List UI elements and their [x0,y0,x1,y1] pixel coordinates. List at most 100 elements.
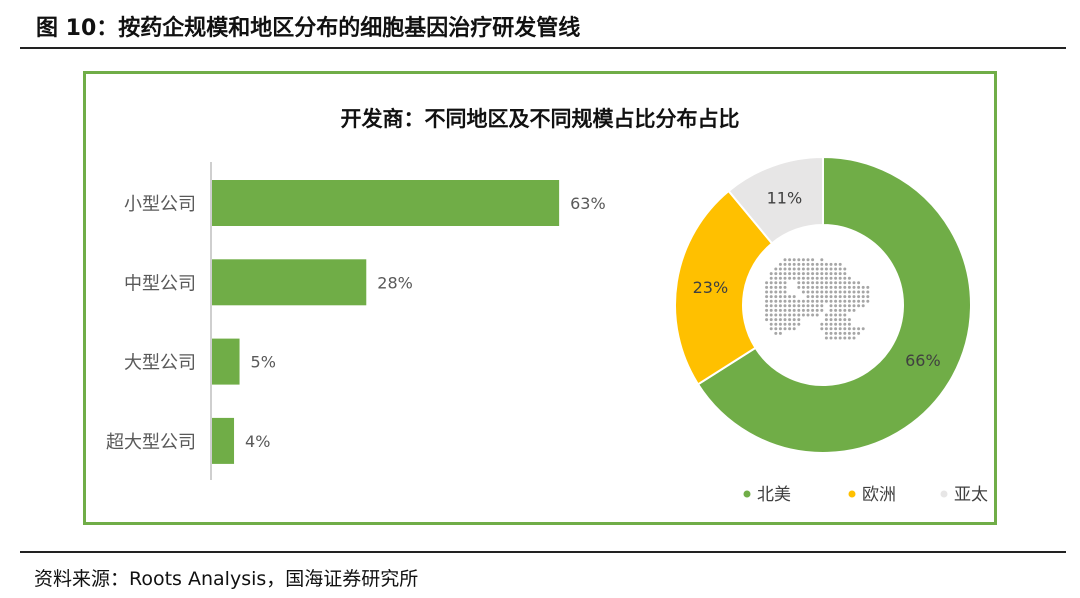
donut-slice [674,189,774,386]
globe-dot [801,304,805,308]
globe-dot [852,304,856,308]
globe-dot [788,318,792,322]
globe-dot [843,285,847,289]
globe-dot [774,322,778,326]
globe-dot [769,281,773,285]
globe-dot [834,299,838,303]
globe-dot [829,272,833,276]
globe-dot [774,295,778,299]
globe-dot [797,272,801,276]
globe-dot [797,299,801,303]
bar [212,338,240,385]
globe-dot [801,281,805,285]
globe-dot [765,281,769,285]
globe-dot [778,299,782,303]
globe-dot [778,313,782,317]
source-note: 资料来源：Roots Analysis，国海证券研究所 [34,568,419,590]
title-divider [20,47,1066,49]
globe-dot [820,290,824,294]
globe-dot [774,267,778,271]
globe-dot [765,318,769,322]
globe-dot [797,276,801,280]
globe-dot [783,272,787,276]
globe-dot [861,290,865,294]
globe-dot [778,318,782,322]
globe-dot [801,258,805,262]
globe-dot [788,299,792,303]
globe-dot [797,285,801,289]
globe-dot [765,295,769,299]
globe-dot [811,262,815,266]
globe-dot [838,285,842,289]
globe-dot [829,308,833,312]
globe-dot [783,322,787,326]
globe-dot [788,262,792,266]
globe-dot [829,322,833,326]
globe-dot [778,267,782,271]
globe-dot [788,267,792,271]
globe-dot [792,318,796,322]
globe-dot [834,308,838,312]
globe-dot [788,327,792,331]
globe-dot [797,308,801,312]
globe-dot [765,313,769,317]
globe-dot [820,281,824,285]
donut-chart: 66% 23% 11% [674,155,972,454]
globe-dot [820,258,824,262]
globe-dot [797,322,801,326]
globe-dot [774,318,778,322]
globe-dot [820,295,824,299]
globe-dot [866,290,870,294]
globe-dot [829,336,833,340]
globe-dot [774,272,778,276]
globe-dot [801,267,805,271]
globe-dot [797,304,801,308]
category-label: 大型公司 [124,353,196,374]
globe-dot [824,267,828,271]
globe-dot [820,327,824,331]
globe-dot [778,276,782,280]
globe-dot [824,318,828,322]
globe-dot [820,267,824,271]
globe-dot [774,276,778,280]
globe-dot [843,281,847,285]
globe-dot [797,313,801,317]
legend-marker [940,490,948,498]
globe-dot [857,290,861,294]
globe-dot [824,331,828,335]
globe-dot [769,295,773,299]
globe-dot [843,318,847,322]
globe-dot [829,290,833,294]
globe-dot [811,313,815,317]
globe-dot [820,276,824,280]
globe-dot [778,304,782,308]
globe-dot [834,327,838,331]
globe-dot [788,295,792,299]
globe-dot [815,267,819,271]
globe-dot [824,272,828,276]
globe-dot [834,276,838,280]
globe-dot [824,281,828,285]
category-label: 小型公司 [124,194,196,215]
globe-dot [783,327,787,331]
bar [212,417,235,464]
category-label: 中型公司 [124,273,196,294]
globe-dot [847,327,851,331]
globe-dot [769,327,773,331]
globe-dot [852,281,856,285]
donut-slice [696,155,972,454]
globe-dot [778,308,782,312]
globe-dot [769,285,773,289]
globe-dot [838,313,842,317]
globe-dot [806,313,810,317]
bar [212,259,367,306]
globe-dot [843,322,847,326]
globe-dot [806,299,810,303]
globe-dot [847,290,851,294]
globe-dot [801,299,805,303]
globe-dot [843,313,847,317]
globe-dot [769,290,773,294]
globe-dot [838,272,842,276]
globe-dot [820,322,824,326]
globe-dot [811,281,815,285]
